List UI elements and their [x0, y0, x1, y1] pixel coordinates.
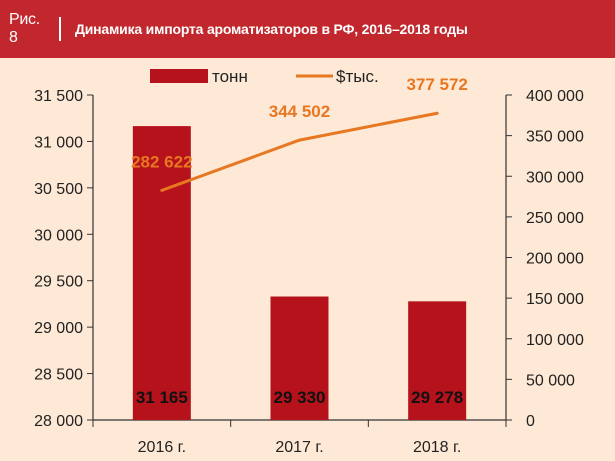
- right-axis-tick-label: 350 000: [526, 129, 584, 146]
- right-axis-tick-label: 300 000: [526, 169, 584, 186]
- data-labels: 31 165 29 330 29 278 282 622 344 502 377 572: [131, 75, 468, 407]
- left-axis-tick-label: 28 500: [34, 367, 83, 384]
- line-point: [298, 138, 301, 142]
- right-axis-tick-label: 150 000: [526, 291, 584, 308]
- left-axis-tick-label: 31 500: [34, 88, 83, 105]
- legend-bar-label: тонн: [212, 67, 248, 86]
- line-point: [160, 188, 164, 192]
- x-axis-tick-label: 2016 г.: [138, 439, 186, 456]
- legend-line-label: $тыс.: [336, 67, 379, 86]
- line-value-label: 344 502: [269, 102, 330, 121]
- right-axis-tick-label: 200 000: [526, 251, 584, 268]
- right-axis-tick-label: 400 000: [526, 88, 584, 105]
- x-axis-tick-label: 2018 г.: [413, 439, 461, 456]
- chart-axes: 28 000 28 500 29 000 29 500 30 000 30 500 31 0…: [34, 88, 584, 456]
- bar-series: [132, 126, 467, 420]
- bar-value-label: 29 278: [411, 388, 463, 407]
- line-value-label: 282 622: [131, 152, 192, 171]
- bar-value-label: 31 165: [136, 388, 188, 407]
- left-axis-tick-label: 31 000: [34, 134, 83, 151]
- bar-value-label: 29 330: [274, 388, 326, 407]
- left-axis-tick-label: 29 000: [34, 320, 83, 337]
- figure-title: Динамика импорта ароматизаторов в РФ, 20…: [75, 21, 468, 37]
- chart-legend: тонн $тыс.: [150, 67, 379, 86]
- header-divider: [59, 17, 61, 41]
- figure-header: Рис. 8 Динамика импорта ароматизаторов в…: [0, 0, 615, 58]
- legend-bar-swatch: [150, 69, 208, 83]
- left-axis-tick-label: 29 500: [34, 274, 83, 291]
- left-axis-tick-label: 30 500: [34, 181, 83, 198]
- bar: [132, 126, 191, 420]
- figure-number: Рис. 8: [9, 11, 40, 46]
- left-axis-tick-label: 30 000: [34, 227, 83, 244]
- right-axis-tick-label: 250 000: [526, 210, 584, 227]
- x-axis-tick-label: 2017 г.: [275, 439, 323, 456]
- line-series: [160, 111, 439, 192]
- line-path: [161, 111, 438, 192]
- right-axis-tick-label: 0: [526, 413, 535, 430]
- right-axis-tick-label: 100 000: [526, 332, 584, 349]
- bar: [270, 296, 329, 420]
- line-value-label: 377 572: [406, 75, 467, 94]
- bar: [408, 301, 467, 420]
- line-point: [435, 111, 439, 115]
- right-axis-tick-label: 50 000: [526, 372, 575, 389]
- left-axis-tick-label: 28 000: [34, 413, 83, 430]
